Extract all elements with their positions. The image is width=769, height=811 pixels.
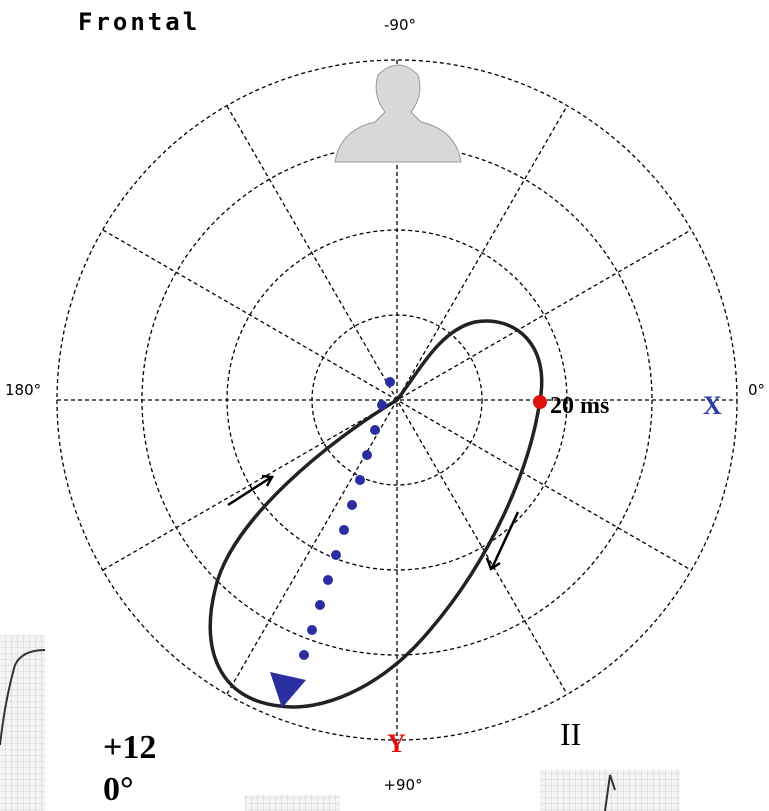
qrs-loop <box>208 319 544 709</box>
angle-label: +12 <box>103 729 156 766</box>
time-label: 20 ms <box>550 393 609 419</box>
time-point <box>533 395 547 409</box>
y-axis-name: Y <box>387 729 406 758</box>
mean-vector <box>270 377 395 708</box>
axis-label: -90° <box>384 16 416 34</box>
title: Frontal <box>78 8 200 36</box>
axis-label: 0° <box>748 381 765 399</box>
head-figure <box>334 64 462 163</box>
x-axis-name: X <box>703 391 722 420</box>
direction-arrow <box>485 511 520 571</box>
lead-label: II <box>560 716 581 752</box>
ecg-strip <box>0 635 45 811</box>
ecg-strip <box>245 795 340 811</box>
axis-label: +90° <box>383 776 422 794</box>
axis-label: 180° <box>5 381 41 399</box>
angle-label: 0° <box>103 771 134 808</box>
direction-arrow <box>227 474 275 507</box>
